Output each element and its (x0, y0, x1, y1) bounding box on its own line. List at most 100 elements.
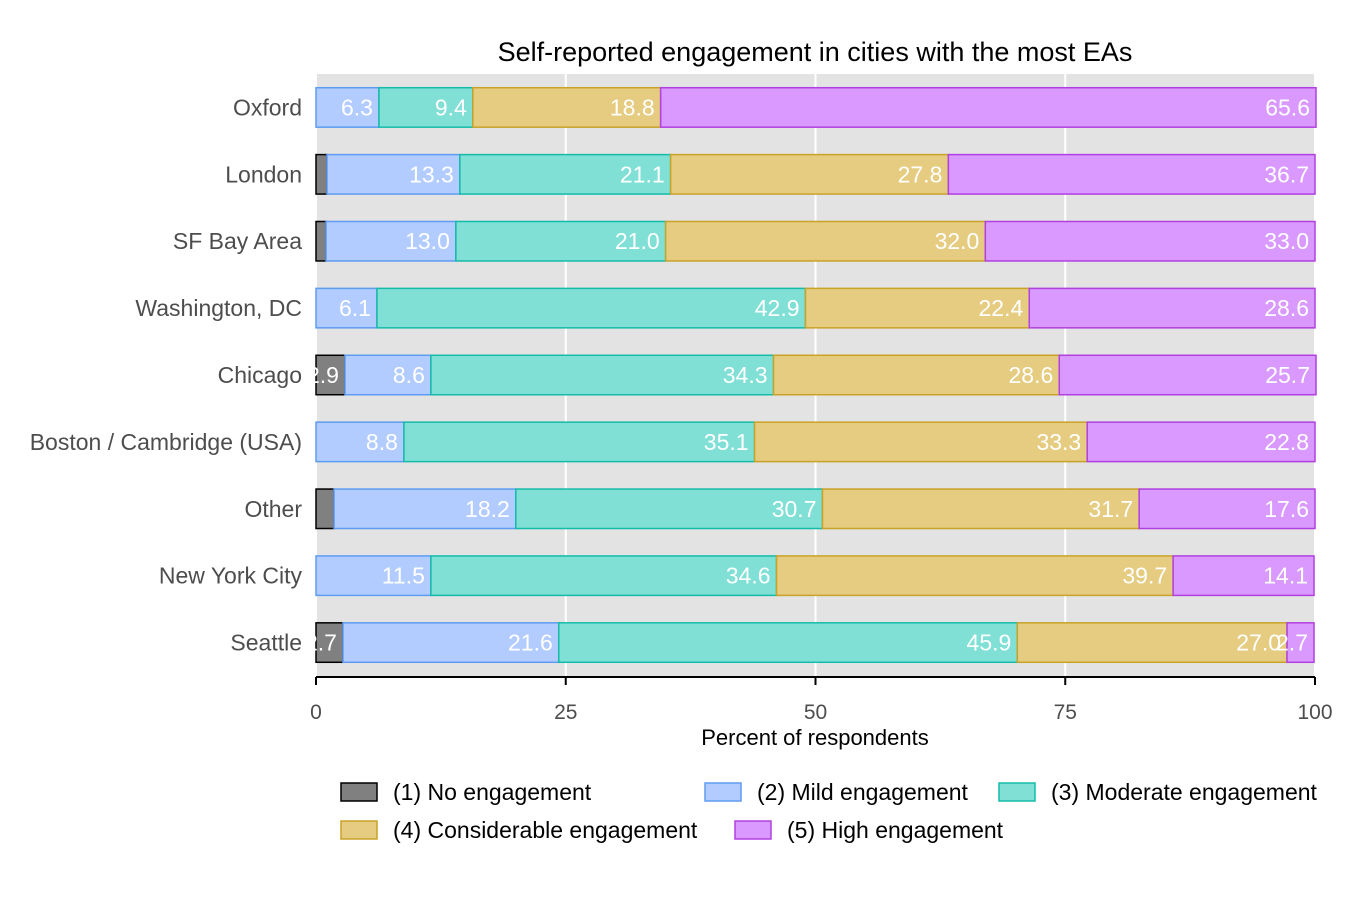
segment-value-label: 18.8 (610, 94, 655, 120)
category-label: Oxford (233, 94, 302, 120)
bar-segment (430, 354, 775, 396)
x-tick-label: 50 (804, 701, 827, 724)
legend-item: (1) No engagement (340, 779, 592, 805)
segment-value-label: 36.7 (1264, 161, 1309, 187)
segment-value-label: 30.7 (772, 496, 817, 522)
segment-value-label: 8.6 (393, 362, 425, 388)
legend-label: (3) Moderate engagement (1051, 779, 1318, 805)
bar-segment (315, 86, 380, 128)
bar-segment (659, 86, 1317, 128)
bar-segment (515, 488, 824, 530)
segment-value-label: 17.6 (1264, 496, 1309, 522)
legend-item: (4) Considerable engagement (340, 817, 698, 843)
segment-value-label: 13.0 (405, 228, 450, 254)
bar-segment (315, 354, 346, 396)
segment-value-label: 31.7 (1088, 496, 1133, 522)
segment-value-label: 65.6 (1265, 94, 1310, 120)
bar-segment (315, 555, 432, 597)
segment-value-label: 9.4 (435, 94, 467, 120)
bar-segment (378, 86, 474, 128)
bar-segment (1058, 354, 1317, 396)
segment-value-label: 32.0 (935, 228, 980, 254)
legend-label: (2) Mild engagement (757, 779, 969, 805)
segment-value-label: 22.8 (1264, 429, 1309, 455)
segment-value-label: 22.4 (979, 295, 1024, 321)
chart-title: Self-reported engagement in cities with … (498, 37, 1133, 67)
category-label: Boston / Cambridge (USA) (30, 429, 302, 455)
bar-segment (344, 354, 432, 396)
bar-segment (1086, 421, 1316, 463)
segment-value-label: 14.1 (1263, 563, 1308, 589)
bar-segment (315, 421, 405, 463)
category-label: SF Bay Area (173, 228, 302, 254)
bar-segment (315, 153, 328, 195)
segment-labels: 6.3 9.4 18.8 65.6 13.3 21.1 27.8 36.7 13.0 21.0 32… (305, 94, 1310, 655)
segment-value-label: 28.6 (1264, 295, 1309, 321)
segment-value-label: 34.3 (723, 362, 768, 388)
segment-value-label: 28.6 (1008, 362, 1053, 388)
x-tick-label: 25 (554, 701, 577, 724)
legend-swatch (734, 820, 772, 840)
segment-value-label: 33.0 (1264, 228, 1309, 254)
bar-segment (455, 220, 667, 262)
segment-value-label: 34.6 (726, 563, 771, 589)
category-label: Seattle (230, 630, 302, 656)
segment-value-label: 25.7 (1265, 362, 1310, 388)
category-label: Washington, DC (135, 295, 302, 321)
legend-label: (1) No engagement (393, 779, 592, 805)
legend-item: (2) Mild engagement (704, 779, 969, 805)
segment-value-label: 39.7 (1122, 563, 1167, 589)
bar-segment (669, 153, 950, 195)
bar-segment (430, 555, 778, 597)
segment-value-label: 11.5 (382, 563, 425, 589)
segment-value-label: 21.0 (615, 228, 660, 254)
segment-value-label: 27.8 (898, 161, 943, 187)
legend-item: (5) High engagement (734, 817, 1004, 843)
category-label: London (225, 161, 302, 187)
legend-swatch (340, 782, 378, 802)
bar-segment (947, 153, 1316, 195)
bar-segment (775, 555, 1174, 597)
bar-segment (1016, 622, 1288, 664)
legend-swatch (340, 820, 378, 840)
bar-segment (1028, 287, 1316, 329)
bar-segment (804, 287, 1031, 329)
legend-item: (3) Moderate engagement (998, 779, 1318, 805)
bar-segment (315, 287, 378, 329)
category-label: New York City (159, 563, 303, 589)
segment-value-label: 21.1 (620, 161, 665, 187)
segment-value-label: 6.3 (341, 94, 373, 120)
bar-segment (376, 287, 807, 329)
x-axis: 0 25 50 75 100 (310, 676, 1333, 724)
bar-segment (315, 488, 335, 530)
bar-segment (333, 488, 517, 530)
segment-value-label: 2.9 (307, 362, 339, 388)
bar-segment (821, 488, 1140, 530)
bar-segment (753, 421, 1088, 463)
legend-swatch (998, 782, 1036, 802)
x-tick-label: 75 (1054, 701, 1077, 724)
legend-label: (5) High engagement (787, 817, 1004, 843)
bar-segment (984, 220, 1316, 262)
bar-segment (325, 220, 457, 262)
segment-value-label: 18.2 (465, 496, 510, 522)
category-labels: Oxford London SF Bay Area Washington, DC Chi… (30, 94, 303, 655)
bar-segment (403, 421, 756, 463)
legend-swatch (704, 782, 742, 802)
bar-segment (315, 220, 327, 262)
bar-segment (342, 622, 560, 664)
bar-segment (558, 622, 1019, 664)
bars: 6.3 9.4 18.8 65.6 13.3 21.1 27.8 36.7 13.0 21.0 32… (305, 86, 1317, 664)
segment-value-label: 45.9 (967, 630, 1012, 656)
segment-value-label: 8.8 (366, 429, 398, 455)
segment-value-label: 13.3 (409, 161, 454, 187)
bar-segment (1286, 622, 1315, 664)
segment-value-label: 2.7 (1276, 630, 1308, 656)
x-tick-label: 100 (1297, 701, 1332, 724)
bar-segment (772, 354, 1061, 396)
segment-value-label: 27.0 (1236, 630, 1281, 656)
legend-label: (4) Considerable engagement (393, 817, 698, 843)
segment-value-label: 6.1 (339, 295, 371, 321)
x-axis-title: Percent of respondents (701, 725, 928, 750)
